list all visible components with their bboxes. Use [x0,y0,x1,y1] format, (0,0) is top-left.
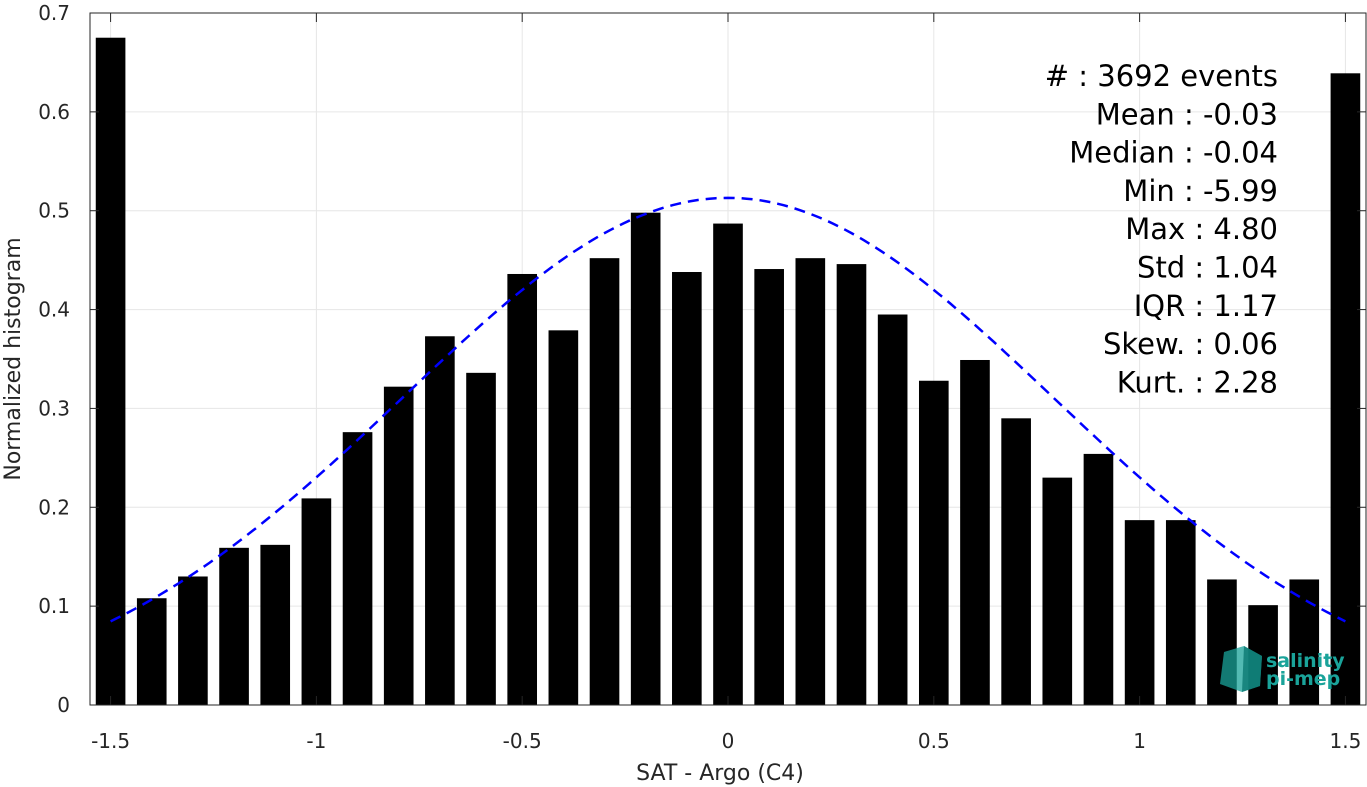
histogram-bar [425,336,455,705]
histogram-bar [589,258,620,705]
stat-line: Std : 1.04 [1137,251,1278,285]
histogram-bar [548,330,579,705]
stat-line: IQR : 1.17 [1134,289,1278,323]
histogram-bar [342,432,373,705]
y-tick-label: 0.3 [38,396,70,420]
x-tick-label: -0.5 [503,729,542,753]
histogram-bar [1165,520,1196,705]
x-tick-label: 1.5 [1330,729,1362,753]
histogram-bar [836,264,867,705]
x-axis-label: SAT - Argo (C4) [636,761,804,786]
y-tick-label: 0.7 [38,1,70,25]
histogram-bar [383,386,414,705]
histogram-bar [960,359,990,705]
histogram-bar [754,269,784,705]
stat-line: Kurt. : 2.28 [1117,365,1278,399]
stat-line: Skew. : 0.06 [1103,327,1278,361]
histogram-bar [1083,453,1114,705]
y-tick-label: 0.5 [38,199,70,223]
x-tick-label: 0 [722,729,735,753]
x-tick-label: 1 [1133,729,1146,753]
histogram-bar [301,498,332,705]
histogram-bar [178,576,208,705]
histogram-bar [95,37,126,705]
y-tick-label: 0 [57,693,70,717]
x-tick-label: -1 [306,729,326,753]
x-tick-label: 0.5 [918,729,950,753]
y-tick-labels: 0 0.1 0.2 0.3 0.4 0.5 0.6 0.7 [38,1,70,717]
histogram-bar [877,314,908,705]
stat-line: Mean : -0.03 [1096,97,1278,131]
histogram-bar [507,273,538,705]
x-tick-labels: -1.5 -1 -0.5 0 0.5 1 1.5 [91,729,1361,753]
bar-series [95,37,1361,706]
y-tick-label: 0.6 [38,100,70,124]
histogram-bar [713,223,743,705]
histogram-bar [795,258,826,705]
x-tick-label: -1.5 [91,729,130,753]
histogram-bar [219,547,249,705]
histogram-bar [1330,73,1361,705]
y-tick-label: 0.1 [38,594,70,618]
stat-line: Min : -5.99 [1123,174,1278,208]
histogram-bar [1001,418,1031,705]
y-tick-label: 0.2 [38,495,70,519]
histogram-bar [466,372,496,705]
histogram-bar [136,598,167,705]
y-tick-label: 0.4 [38,298,70,322]
y-axis-label: Normalized histogram [1,237,26,480]
gaussian-fit-curve [110,196,1346,623]
logo-line-1: salinity [1266,650,1345,672]
salinity-pimep-logo: salinity pi-mep [1220,646,1345,692]
stat-line: # : 3692 events [1045,59,1278,93]
histogram-bar [1289,579,1320,705]
histogram-bar [260,544,291,705]
stat-line: Median : -0.04 [1069,136,1278,170]
histogram-bar [672,272,702,705]
logo-line-2: pi-mep [1266,668,1340,690]
histogram-bar [918,380,949,705]
histogram-bar [630,212,661,706]
statistics-panel: # : 3692 events Mean : -0.03 Median : -0.0… [1045,59,1278,399]
histogram-bar [1124,520,1155,705]
histogram-bar [1042,477,1073,705]
axis-ticks [90,12,1366,706]
logo-mark-facet [1242,646,1262,692]
stat-line: Max : 4.80 [1125,212,1278,246]
